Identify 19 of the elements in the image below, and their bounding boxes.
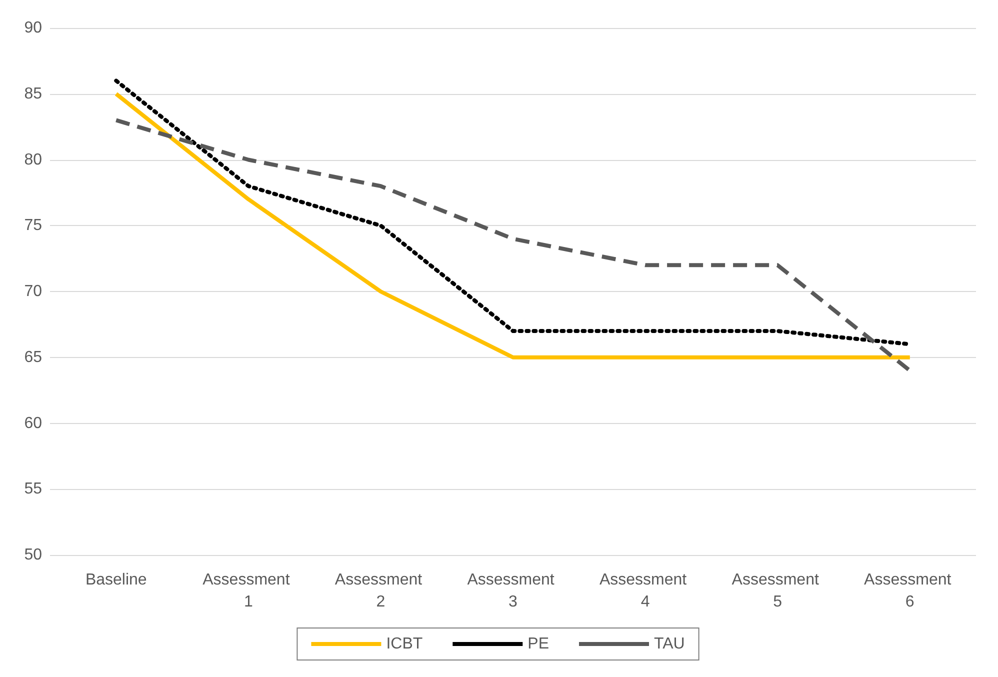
legend-label: PE bbox=[528, 636, 549, 652]
y-tick-label: 50 bbox=[24, 546, 42, 564]
y-tick-label: 70 bbox=[24, 283, 42, 300]
legend-label: TAU bbox=[654, 636, 685, 652]
y-tick-label: 90 bbox=[24, 20, 42, 36]
legend-label: ICBT bbox=[386, 636, 423, 652]
y-tick-label: 60 bbox=[24, 414, 42, 432]
x-tick-label: Baseline bbox=[85, 572, 147, 588]
x-tick-label: Assessment 4 bbox=[599, 572, 692, 610]
y-tick-label: 55 bbox=[24, 480, 42, 498]
y-tick-label: 80 bbox=[24, 151, 42, 168]
x-tick-label: Assessment 2 bbox=[334, 572, 427, 610]
y-tick-label: 85 bbox=[24, 85, 42, 102]
y-tick-label: 75 bbox=[24, 217, 42, 234]
x-tick-label: Assessment 3 bbox=[467, 572, 559, 610]
x-tick-label: Assessment 6 bbox=[864, 572, 956, 610]
y-tick-label: 65 bbox=[24, 348, 42, 366]
x-tick-label: Assessment 1 bbox=[202, 572, 294, 610]
x-tick-label: Assessment 5 bbox=[732, 572, 824, 610]
